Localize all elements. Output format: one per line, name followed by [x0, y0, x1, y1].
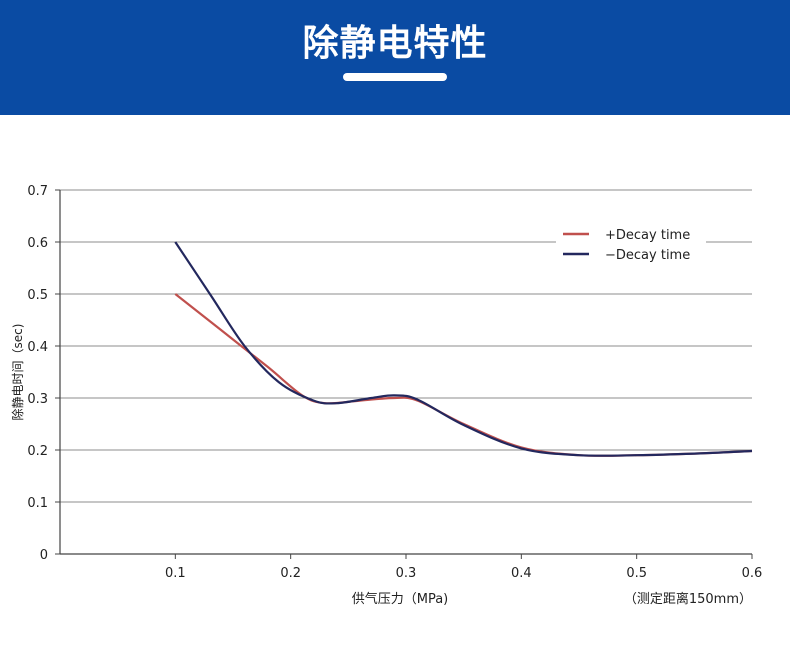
- header-banner: 除静电特性: [0, 0, 790, 115]
- y-tick-label: 0.4: [27, 340, 48, 355]
- x-tick-label: 0.2: [280, 566, 301, 581]
- x-tick-label: 0.5: [626, 566, 647, 581]
- y-tick-label: 0: [40, 548, 48, 563]
- series-line-negative-decay: [174, 241, 753, 457]
- y-tick-label: 0.1: [27, 496, 48, 511]
- x-tick-label: 0.3: [396, 566, 417, 581]
- y-tick-label: 0.3: [27, 392, 48, 407]
- title-underline: [343, 73, 447, 81]
- measurement-note: （测定距离150mm）: [624, 591, 752, 607]
- x-tick-label: 0.4: [511, 566, 532, 581]
- legend-label: +Decay time: [605, 228, 690, 243]
- y-tick-label: 0.5: [27, 288, 48, 303]
- x-tick-label: 0.1: [165, 566, 186, 581]
- legend-label: −Decay time: [605, 248, 690, 263]
- series-line-positive-decay: [174, 293, 753, 457]
- y-axis-title: 除静电时间（sec): [10, 324, 25, 421]
- legend-box: [556, 222, 706, 266]
- page-title: 除静电特性: [302, 23, 488, 64]
- x-axis-title: 供气压力（MPa): [352, 591, 449, 607]
- y-tick-label: 0.6: [27, 236, 48, 251]
- x-tick-label: 0.6: [742, 566, 763, 581]
- y-tick-label: 0.2: [27, 444, 48, 459]
- y-tick-label: 0.7: [27, 184, 48, 199]
